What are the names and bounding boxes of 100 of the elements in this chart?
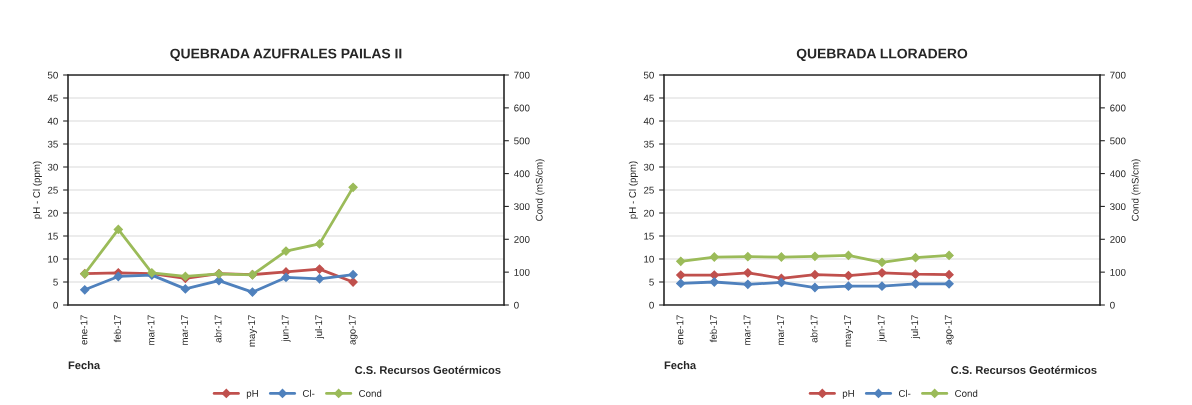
x-tick-label: jul-17 bbox=[911, 315, 921, 339]
point bbox=[843, 270, 854, 281]
y2-tick-label: 600 bbox=[514, 104, 530, 112]
y-tick-label: 0 bbox=[649, 301, 654, 309]
x-axis-title: Fecha bbox=[664, 361, 697, 370]
x-tick-label: mar-17 bbox=[147, 315, 155, 345]
y-tick-label: 35 bbox=[47, 140, 58, 148]
legend-label: pH bbox=[842, 390, 854, 399]
y-tick-label: 45 bbox=[47, 94, 58, 102]
y-tick-label: 20 bbox=[643, 209, 654, 217]
x-tick-label: mar-17 bbox=[181, 315, 188, 345]
x-tick-label: ene-17 bbox=[676, 315, 684, 345]
y2-axis-title: Cond (mS/cm) bbox=[535, 159, 545, 221]
point bbox=[676, 270, 686, 280]
y-tick-label: 30 bbox=[643, 163, 654, 171]
point bbox=[944, 279, 954, 289]
legend-label: Cl- bbox=[898, 389, 911, 397]
legend-label: Cl- bbox=[302, 389, 315, 397]
y-tick-label: 40 bbox=[47, 117, 58, 125]
x-tick-label: ago-17 bbox=[944, 315, 954, 345]
y2-axis-title: Cond (mS/cm) bbox=[1131, 159, 1141, 221]
y-tick-label: 50 bbox=[643, 71, 654, 79]
y-tick-label: 35 bbox=[643, 140, 654, 148]
text: C.S. Recursos Geotérmicos bbox=[355, 365, 501, 374]
point bbox=[877, 268, 887, 278]
y2-tick-label: 100 bbox=[1110, 268, 1126, 276]
y2-tick-label: 500 bbox=[1110, 137, 1126, 145]
y2-tick-label: 300 bbox=[514, 203, 530, 211]
point bbox=[348, 182, 358, 192]
legend-label: pH bbox=[246, 390, 258, 399]
point bbox=[314, 264, 325, 274]
point bbox=[247, 287, 258, 297]
y2-tick-label: 300 bbox=[1110, 203, 1126, 211]
x-tick-label: mar-17 bbox=[777, 315, 784, 345]
y-tick-label: 5 bbox=[53, 278, 58, 286]
point bbox=[709, 270, 719, 280]
point bbox=[676, 278, 686, 289]
point bbox=[743, 279, 753, 289]
y-tick-label: 40 bbox=[643, 117, 654, 125]
point bbox=[877, 281, 887, 291]
legend-label: Cond bbox=[955, 389, 978, 397]
point bbox=[314, 239, 325, 249]
y-tick-label: 15 bbox=[644, 232, 654, 240]
x-tick-label: ene-17 bbox=[80, 315, 88, 345]
y-tick-label: 0 bbox=[53, 301, 58, 309]
point bbox=[776, 277, 787, 288]
y-tick-label: 45 bbox=[643, 94, 654, 102]
point bbox=[709, 277, 719, 287]
y2-tick-label: 400 bbox=[513, 170, 530, 178]
point bbox=[113, 271, 123, 282]
x-tick-label: may-17 bbox=[248, 315, 257, 347]
y-tick-label: 25 bbox=[643, 186, 654, 194]
point bbox=[281, 246, 291, 256]
point bbox=[180, 284, 191, 294]
point bbox=[944, 270, 954, 280]
x-tick-label: abr-17 bbox=[810, 315, 818, 343]
x-tick-label: may-17 bbox=[844, 315, 853, 347]
x-axis-title: Fecha bbox=[68, 361, 101, 370]
y-tick-label: 10 bbox=[644, 255, 654, 263]
x-tick-label: feb-17 bbox=[113, 315, 121, 343]
y-tick-label: 50 bbox=[47, 71, 58, 79]
point bbox=[348, 270, 358, 280]
y2-tick-label: 200 bbox=[514, 236, 530, 243]
y-tick-label: 30 bbox=[47, 163, 58, 171]
legend-label: Cond bbox=[359, 389, 382, 397]
y2-tick-label: 400 bbox=[1109, 170, 1126, 178]
y2-tick-label: 500 bbox=[514, 137, 530, 145]
y-axis-title: pH - Cl (ppm) bbox=[32, 161, 42, 219]
y2-tick-label: 0 bbox=[514, 301, 519, 309]
x-tick-label: abr-17 bbox=[214, 315, 222, 343]
text: C.S. Recursos Geotérmicos bbox=[951, 365, 1097, 374]
y-tick-label: 20 bbox=[47, 209, 58, 217]
x-tick-label: jul-17 bbox=[315, 315, 325, 339]
x-tick-label: jun-17 bbox=[281, 315, 291, 342]
point bbox=[910, 279, 921, 289]
x-tick-label: mar-17 bbox=[743, 315, 751, 345]
y-tick-label: 5 bbox=[649, 278, 654, 286]
y2-tick-label: 700 bbox=[514, 71, 530, 79]
y-axis-title: pH - Cl (ppm) bbox=[628, 161, 638, 219]
x-tick-label: jun-17 bbox=[877, 315, 887, 342]
y2-tick-label: 100 bbox=[514, 268, 530, 276]
y2-tick-label: 600 bbox=[1110, 104, 1126, 112]
point bbox=[843, 281, 854, 291]
y-tick-label: 25 bbox=[47, 186, 58, 194]
point bbox=[281, 272, 291, 283]
point bbox=[810, 270, 820, 280]
point bbox=[743, 268, 753, 278]
x-tick-label: feb-17 bbox=[709, 315, 717, 343]
chart-title: QUEBRADA AZUFRALES PAILAS II bbox=[170, 48, 402, 62]
y2-tick-label: 200 bbox=[1110, 236, 1126, 243]
point bbox=[80, 285, 90, 295]
point bbox=[910, 269, 921, 279]
y2-tick-label: 0 bbox=[1110, 301, 1115, 309]
point bbox=[314, 274, 325, 284]
point bbox=[113, 224, 123, 235]
x-tick-label: ago-17 bbox=[348, 315, 358, 345]
point bbox=[810, 282, 820, 293]
chart-title: QUEBRADA LLORADERO bbox=[796, 48, 968, 62]
y-tick-label: 15 bbox=[48, 232, 58, 240]
y-tick-label: 10 bbox=[48, 255, 58, 263]
